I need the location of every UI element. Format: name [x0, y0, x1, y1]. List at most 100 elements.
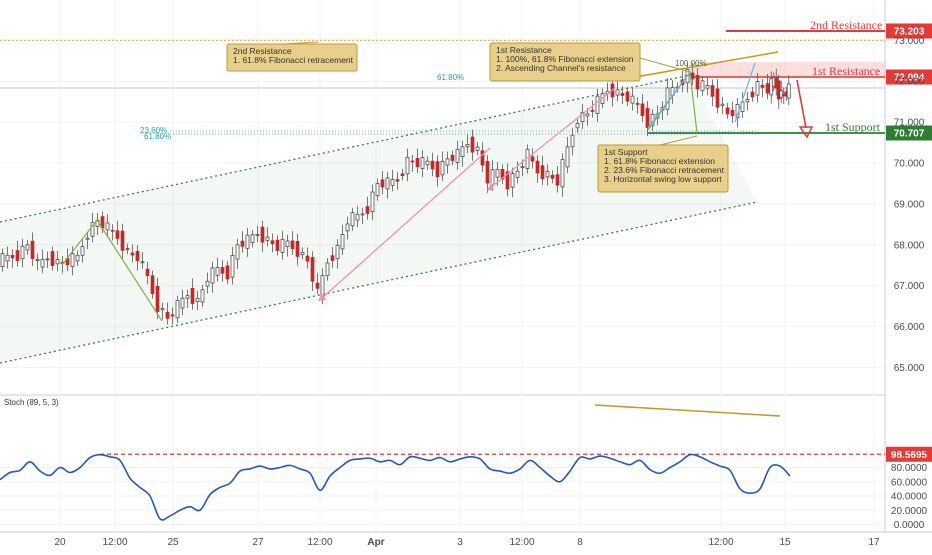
candle-body [615, 89, 620, 96]
candle-body [515, 170, 520, 178]
candle-body [310, 257, 315, 282]
candle-body [440, 161, 445, 176]
y-tick-label: 69.000 [894, 199, 925, 210]
candle-body [530, 156, 535, 162]
candle-body [90, 222, 95, 237]
price-tag-r1 [886, 69, 932, 85]
swing-line-green-0 [61, 219, 98, 266]
x-tick-label: 17 [868, 537, 880, 548]
candle-body [85, 237, 90, 240]
price-tag-label-s1: 70.707 [894, 129, 925, 140]
candle-body [430, 160, 435, 170]
stoch-y-tick-label: 0.0000 [894, 520, 925, 531]
candle-body [705, 85, 710, 89]
candle-body [385, 177, 390, 190]
candle-body [390, 179, 395, 186]
x-tick-label: 12:00 [307, 537, 332, 548]
stoch-divergence-line [594, 404, 781, 417]
candle-body [585, 113, 590, 117]
candle-body [345, 223, 350, 232]
candle-body [695, 75, 700, 90]
candle-body [769, 78, 774, 96]
candle-body [635, 103, 640, 105]
candle-body [115, 230, 120, 239]
candle-body [545, 171, 550, 178]
candle-body [375, 183, 380, 197]
x-tick-label: 25 [167, 537, 179, 548]
candle-body [520, 166, 525, 169]
note-line: 1st Support [604, 147, 648, 157]
candle-body [5, 254, 10, 262]
candle-body [535, 160, 540, 174]
candle-body [105, 222, 110, 231]
candle-body [180, 297, 185, 309]
candle-body [565, 146, 570, 168]
candle-body [365, 206, 370, 214]
candle-body [725, 107, 730, 115]
candle-body [720, 103, 725, 106]
candle-body [630, 95, 635, 104]
candle-body [260, 226, 265, 243]
candle-body [275, 239, 280, 251]
fib-label-fib-100: 100.00% [675, 59, 707, 68]
level-label-r2: 2nd Resistance [810, 18, 882, 32]
candle-body [355, 213, 360, 221]
candle-body [205, 280, 210, 287]
note-line: 3. Horizontal swing low support [604, 174, 722, 184]
note-box-note-s1 [597, 144, 729, 193]
candle-body [445, 158, 450, 166]
x-tick-label: 3 [457, 537, 463, 548]
candle-body [55, 259, 60, 265]
candle-body [215, 267, 220, 276]
candle-body [495, 168, 500, 178]
candle-body [665, 87, 670, 110]
candle-body [200, 289, 205, 303]
candle-body [30, 240, 35, 260]
candle-body [560, 159, 565, 188]
candle-body [280, 238, 285, 253]
pink-arrow-1-head [318, 293, 326, 301]
candle-body [320, 275, 325, 297]
candle-body [510, 173, 515, 188]
note-line: 2. Ascending Channel's resistance [496, 63, 626, 73]
candle-body [420, 157, 425, 169]
candle-body [130, 252, 135, 256]
candle-body [470, 136, 475, 153]
candle-body [50, 251, 55, 267]
candle-body [755, 81, 760, 96]
stoch-y-tick-label: 60.0000 [891, 477, 928, 488]
candle-body [300, 252, 305, 255]
price-tag-s1 [886, 125, 932, 141]
candle-body [185, 295, 190, 299]
candle-body [230, 255, 235, 278]
note-line: 1. 61.8% Fibonacci extension [604, 156, 715, 166]
candle-body [265, 236, 270, 241]
candle-body [170, 314, 175, 317]
candle-body [620, 93, 625, 96]
x-tick-label: 20 [54, 537, 66, 548]
candle-body [640, 103, 645, 117]
fib-label-fib-236: 23.60% [140, 126, 167, 135]
y-tick-label: 68.000 [894, 240, 925, 251]
candle-body [10, 254, 15, 259]
x-tick-label: 27 [252, 537, 264, 548]
candle-body [450, 154, 455, 161]
x-tick-label: 12:00 [708, 537, 733, 548]
candle-body [120, 230, 125, 251]
trendline-top [617, 51, 779, 81]
note-box-note-r1 [489, 42, 641, 82]
pink-arrow-1 [321, 147, 491, 299]
candle-body [490, 169, 495, 186]
candle-body [786, 83, 791, 99]
candle-body [150, 275, 155, 295]
price-tag-label-r1: 72.094 [894, 73, 925, 84]
candles-group [0, 63, 791, 325]
candle-body [335, 244, 340, 260]
candle-body [590, 109, 595, 112]
x-tick-label: 12:00 [509, 537, 534, 548]
candle-body [225, 265, 230, 280]
candle-body [690, 72, 695, 80]
candle-body [315, 282, 320, 289]
